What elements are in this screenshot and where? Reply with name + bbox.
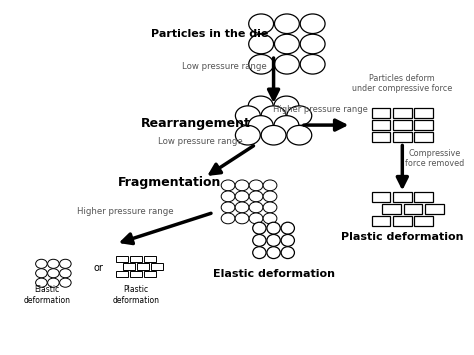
Bar (404, 204, 422, 214)
Bar (393, 108, 411, 118)
Bar (144, 271, 156, 278)
Bar (116, 271, 128, 278)
Circle shape (235, 180, 249, 191)
Bar (151, 263, 164, 270)
Circle shape (60, 259, 71, 268)
Circle shape (248, 116, 273, 135)
Bar (414, 192, 433, 202)
Circle shape (263, 213, 277, 224)
Ellipse shape (281, 247, 294, 258)
Bar (414, 108, 433, 118)
Ellipse shape (253, 222, 266, 234)
Circle shape (263, 191, 277, 202)
Circle shape (300, 14, 325, 33)
Bar (372, 132, 390, 142)
Bar (414, 216, 433, 226)
Circle shape (221, 202, 235, 213)
Bar (414, 120, 433, 130)
Text: Particles in the die: Particles in the die (152, 29, 269, 39)
Circle shape (249, 34, 273, 54)
Ellipse shape (281, 234, 294, 246)
Circle shape (274, 96, 299, 116)
Circle shape (236, 106, 260, 125)
Ellipse shape (253, 234, 266, 246)
Text: Rearrangement: Rearrangement (140, 117, 250, 130)
Text: or: or (93, 263, 103, 273)
Bar (130, 271, 142, 278)
Text: Plastic
deformation: Plastic deformation (112, 285, 159, 305)
Bar (372, 120, 390, 130)
Text: Plastic deformation: Plastic deformation (341, 232, 464, 242)
Ellipse shape (267, 222, 280, 234)
Circle shape (261, 106, 286, 125)
Text: Particles deform
under compressive force: Particles deform under compressive force (352, 73, 453, 93)
Circle shape (263, 202, 277, 213)
Circle shape (47, 278, 59, 287)
Text: Fragmentation: Fragmentation (118, 176, 221, 189)
Bar (144, 256, 156, 262)
Bar (393, 120, 411, 130)
Text: Compressive
force removed: Compressive force removed (405, 149, 464, 168)
Circle shape (300, 34, 325, 54)
Ellipse shape (267, 234, 280, 246)
Circle shape (287, 106, 312, 125)
Circle shape (221, 213, 235, 224)
Text: Elastic deformation: Elastic deformation (212, 269, 335, 279)
Bar (425, 204, 444, 214)
Circle shape (235, 213, 249, 224)
Circle shape (47, 269, 59, 278)
Circle shape (60, 278, 71, 287)
Circle shape (47, 259, 59, 268)
Circle shape (36, 259, 47, 268)
Circle shape (249, 191, 263, 202)
Circle shape (221, 191, 235, 202)
Bar (130, 256, 142, 262)
Circle shape (248, 96, 273, 116)
Circle shape (274, 14, 299, 33)
Circle shape (221, 180, 235, 191)
Bar (372, 108, 390, 118)
Text: Higher pressure range: Higher pressure range (273, 105, 368, 114)
Ellipse shape (281, 222, 294, 234)
Circle shape (236, 125, 260, 145)
Circle shape (36, 278, 47, 287)
Text: Low pressure range: Low pressure range (158, 137, 243, 146)
Circle shape (60, 269, 71, 278)
Circle shape (249, 180, 263, 191)
Circle shape (274, 55, 299, 74)
Circle shape (235, 191, 249, 202)
Circle shape (249, 55, 273, 74)
Circle shape (235, 202, 249, 213)
Circle shape (274, 34, 299, 54)
Bar (372, 192, 390, 202)
Bar (116, 256, 128, 262)
Text: Elastic
deformation: Elastic deformation (24, 285, 71, 305)
Bar (393, 192, 411, 202)
Circle shape (300, 55, 325, 74)
Circle shape (263, 180, 277, 191)
Ellipse shape (253, 247, 266, 258)
Circle shape (249, 202, 263, 213)
Circle shape (287, 125, 312, 145)
Ellipse shape (267, 247, 280, 258)
Circle shape (261, 125, 286, 145)
Bar (393, 132, 411, 142)
Circle shape (249, 213, 263, 224)
Bar (123, 263, 135, 270)
Text: Low pressure range: Low pressure range (182, 62, 267, 71)
Bar (393, 216, 411, 226)
Text: Higher pressure range: Higher pressure range (76, 207, 173, 216)
Circle shape (274, 116, 299, 135)
Bar (383, 204, 401, 214)
Bar (137, 263, 149, 270)
Circle shape (36, 269, 47, 278)
Circle shape (249, 14, 273, 33)
Bar (372, 216, 390, 226)
Bar (414, 132, 433, 142)
